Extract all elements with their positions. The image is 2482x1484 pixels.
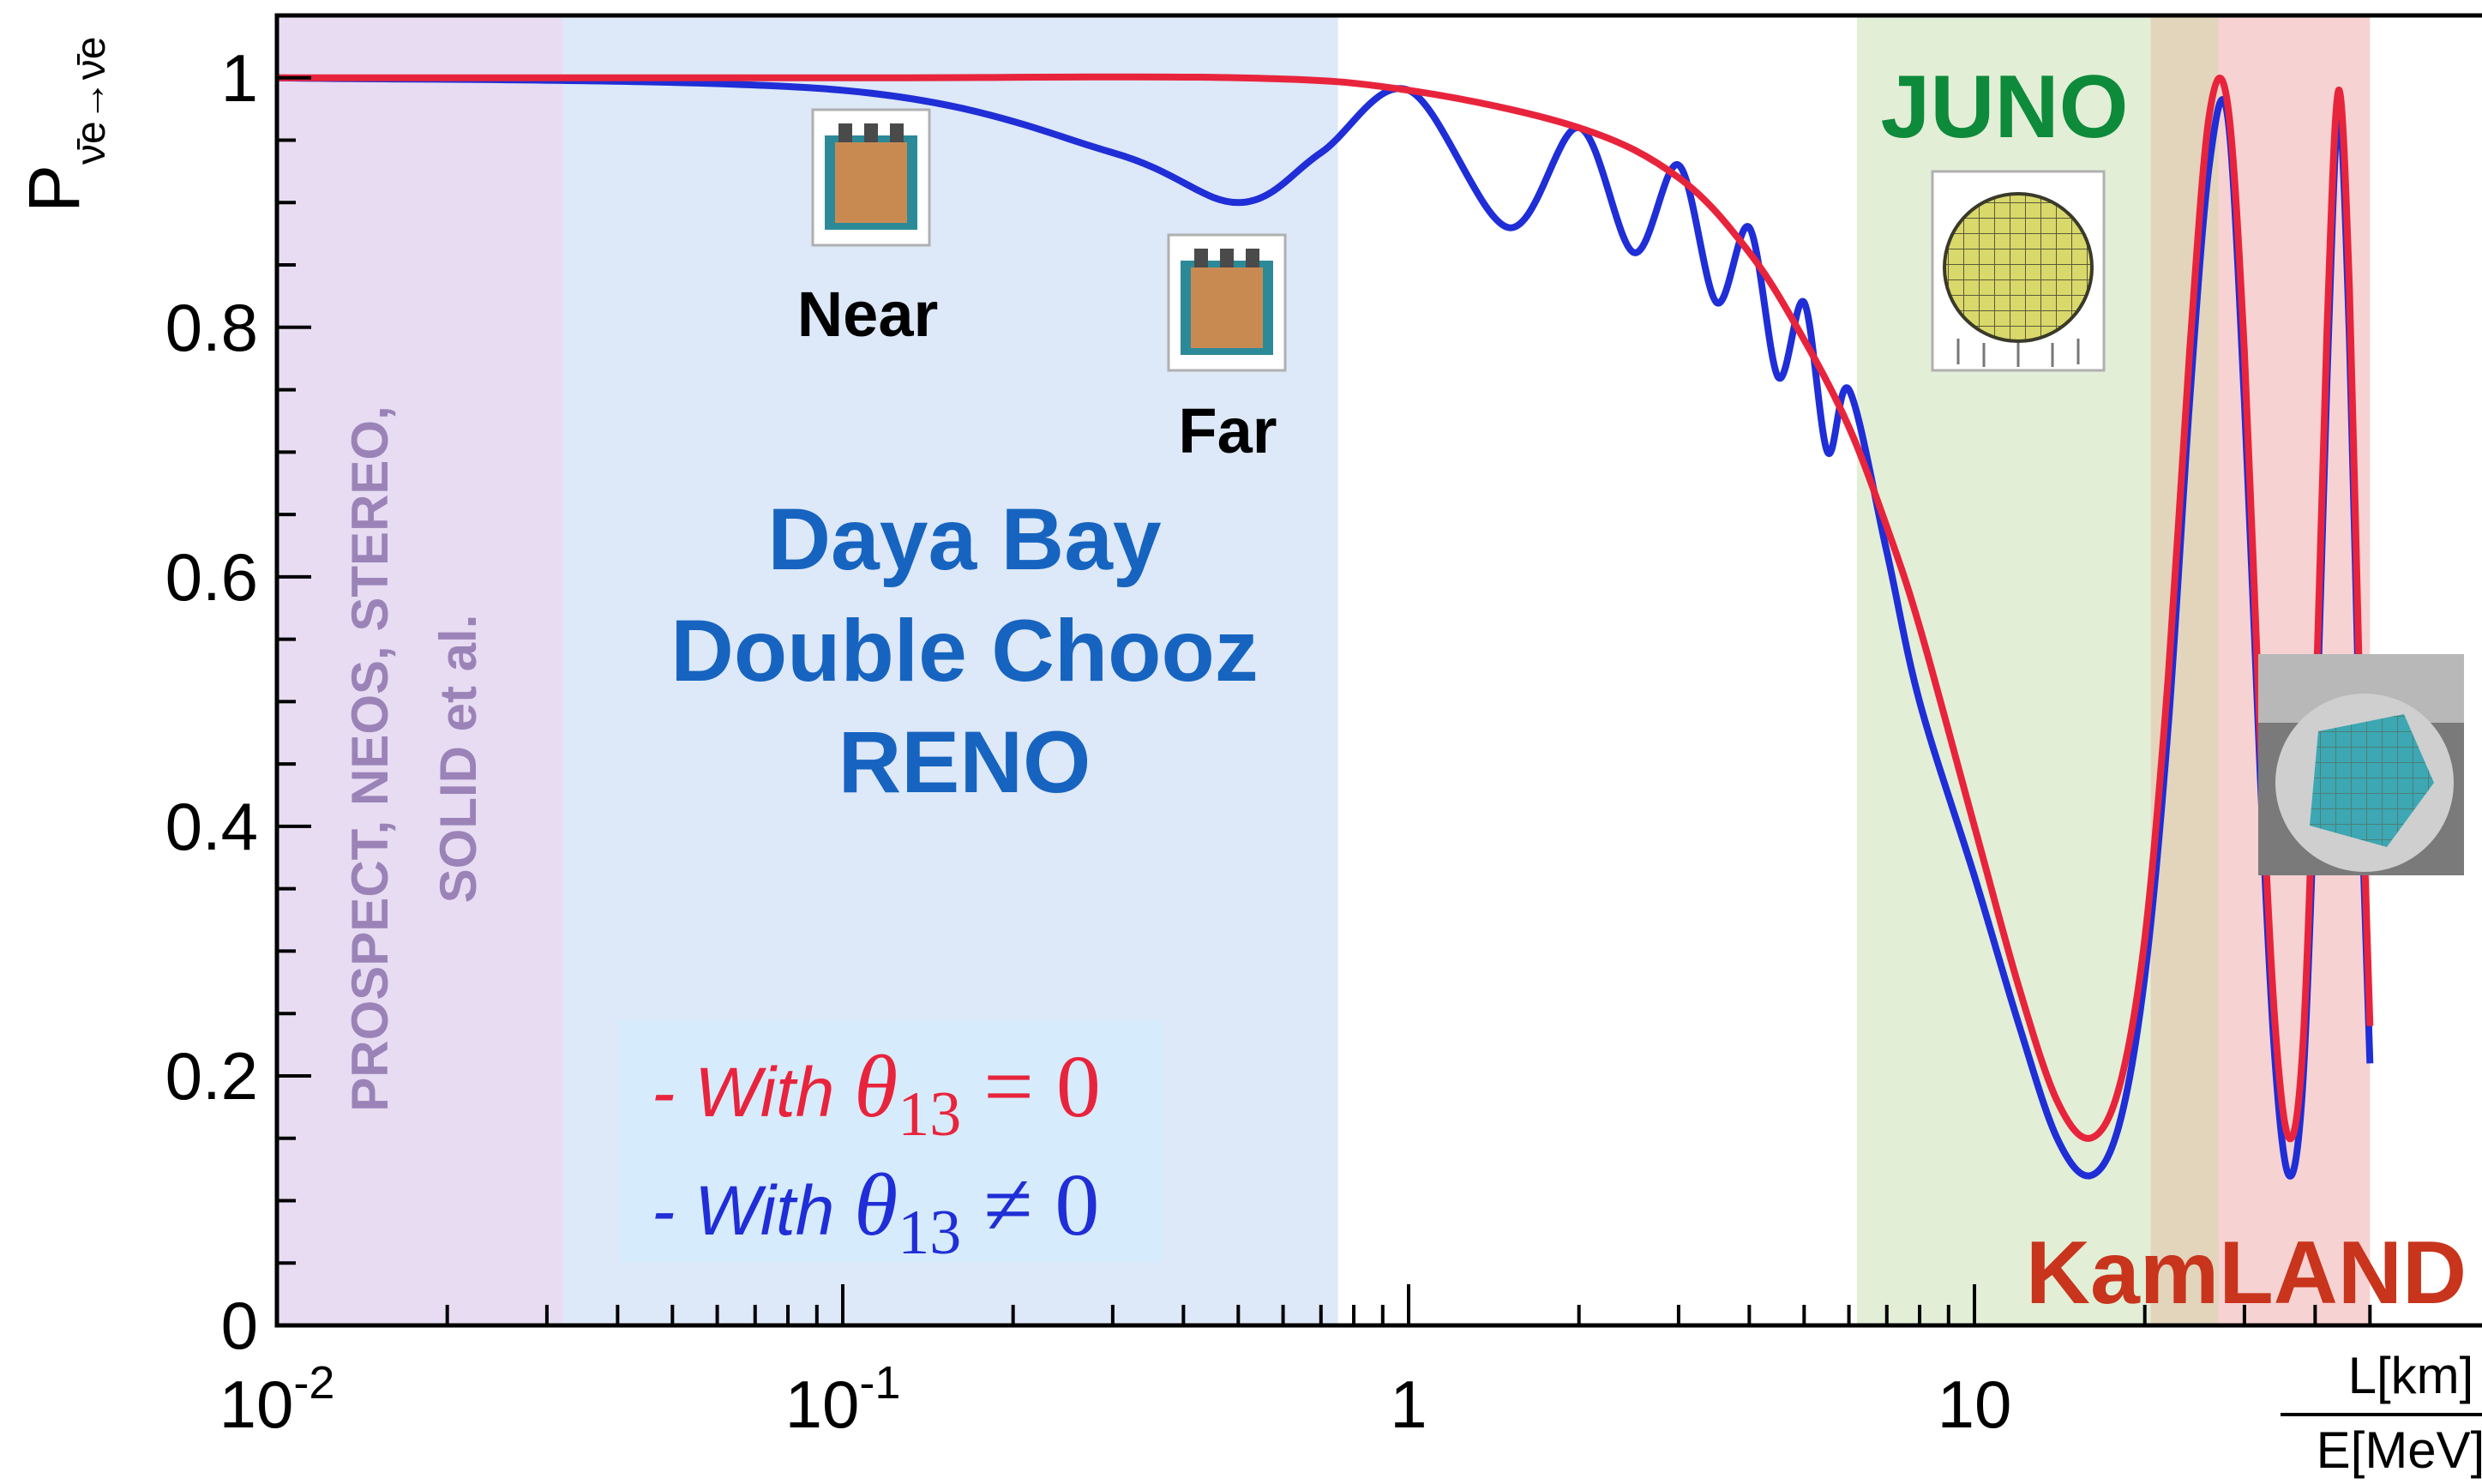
daya-bay-label-line3: RENO [838,713,1091,811]
short-baseline-label-line2: SOLID et al. [430,615,487,904]
short-baseline-label-line1: PROSPECT, NEOS, STEREO, [341,406,399,1112]
detector-tank-near-icon [811,108,931,247]
detector-tank-far-icon [1167,233,1287,372]
short-baseline-label: PROSPECT, NEOS, STEREO, SOLID et al. [341,406,487,1112]
x-tick-label: 10 [1938,1367,2012,1442]
y-tick-label: 0 [221,1288,258,1363]
x-axis-title: L[km] E[MeV] [2281,1347,2482,1479]
svg-text:ν̄e→ν̄e: ν̄e→ν̄e [69,37,114,165]
y-tick-label: 0.8 [165,290,258,365]
legend-item-theta13-nonzero: - With θ13 ≠ 0 [652,1156,1099,1268]
juno-sphere-icon [1931,170,2106,372]
kamland-detector-icon [2258,654,2464,875]
juno-label: JUNO [1881,57,2129,157]
daya-bay-label-line2: Double Chooz [670,602,1259,700]
x-axis-title-numerator: L[km] [2348,1347,2474,1404]
y-tick-label: 0.4 [165,789,258,864]
region-0 [277,15,563,1325]
x-tick-label: 10-2 [219,1357,335,1442]
far-annotation: Far [1178,395,1277,466]
x-tick-label: 10-1 [785,1357,901,1442]
y-axis-title: P ν̄e→ν̄e [14,37,114,213]
x-axis-title-denominator: E[MeV] [2317,1421,2482,1479]
axis-tick-labels: 0 0.2 0.4 0.6 0.8 1 10-2 10-1 1 10 [165,40,2012,1442]
region-overlap [2150,15,2219,1325]
y-tick-label: 1 [221,40,258,116]
y-tick-label: 0.6 [165,539,258,615]
axis-ticks [275,75,2372,1327]
series-theta13-zero-line [277,73,2374,1143]
x-tick-label: 1 [1390,1367,1427,1442]
svg-text:P: P [14,165,94,213]
daya-bay-label-line1: Daya Bay [767,490,1162,588]
near-annotation: Near [797,279,939,350]
legend: - With θ13 = 0 - With θ13 ≠ 0 [620,1020,1163,1268]
kamland-label: KamLAND [2026,1223,2467,1323]
y-tick-label: 0.2 [165,1038,258,1114]
daya-bay-label: Daya Bay Double Chooz RENO [670,490,1259,811]
legend-item-theta13-zero: - With θ13 = 0 [652,1037,1101,1150]
